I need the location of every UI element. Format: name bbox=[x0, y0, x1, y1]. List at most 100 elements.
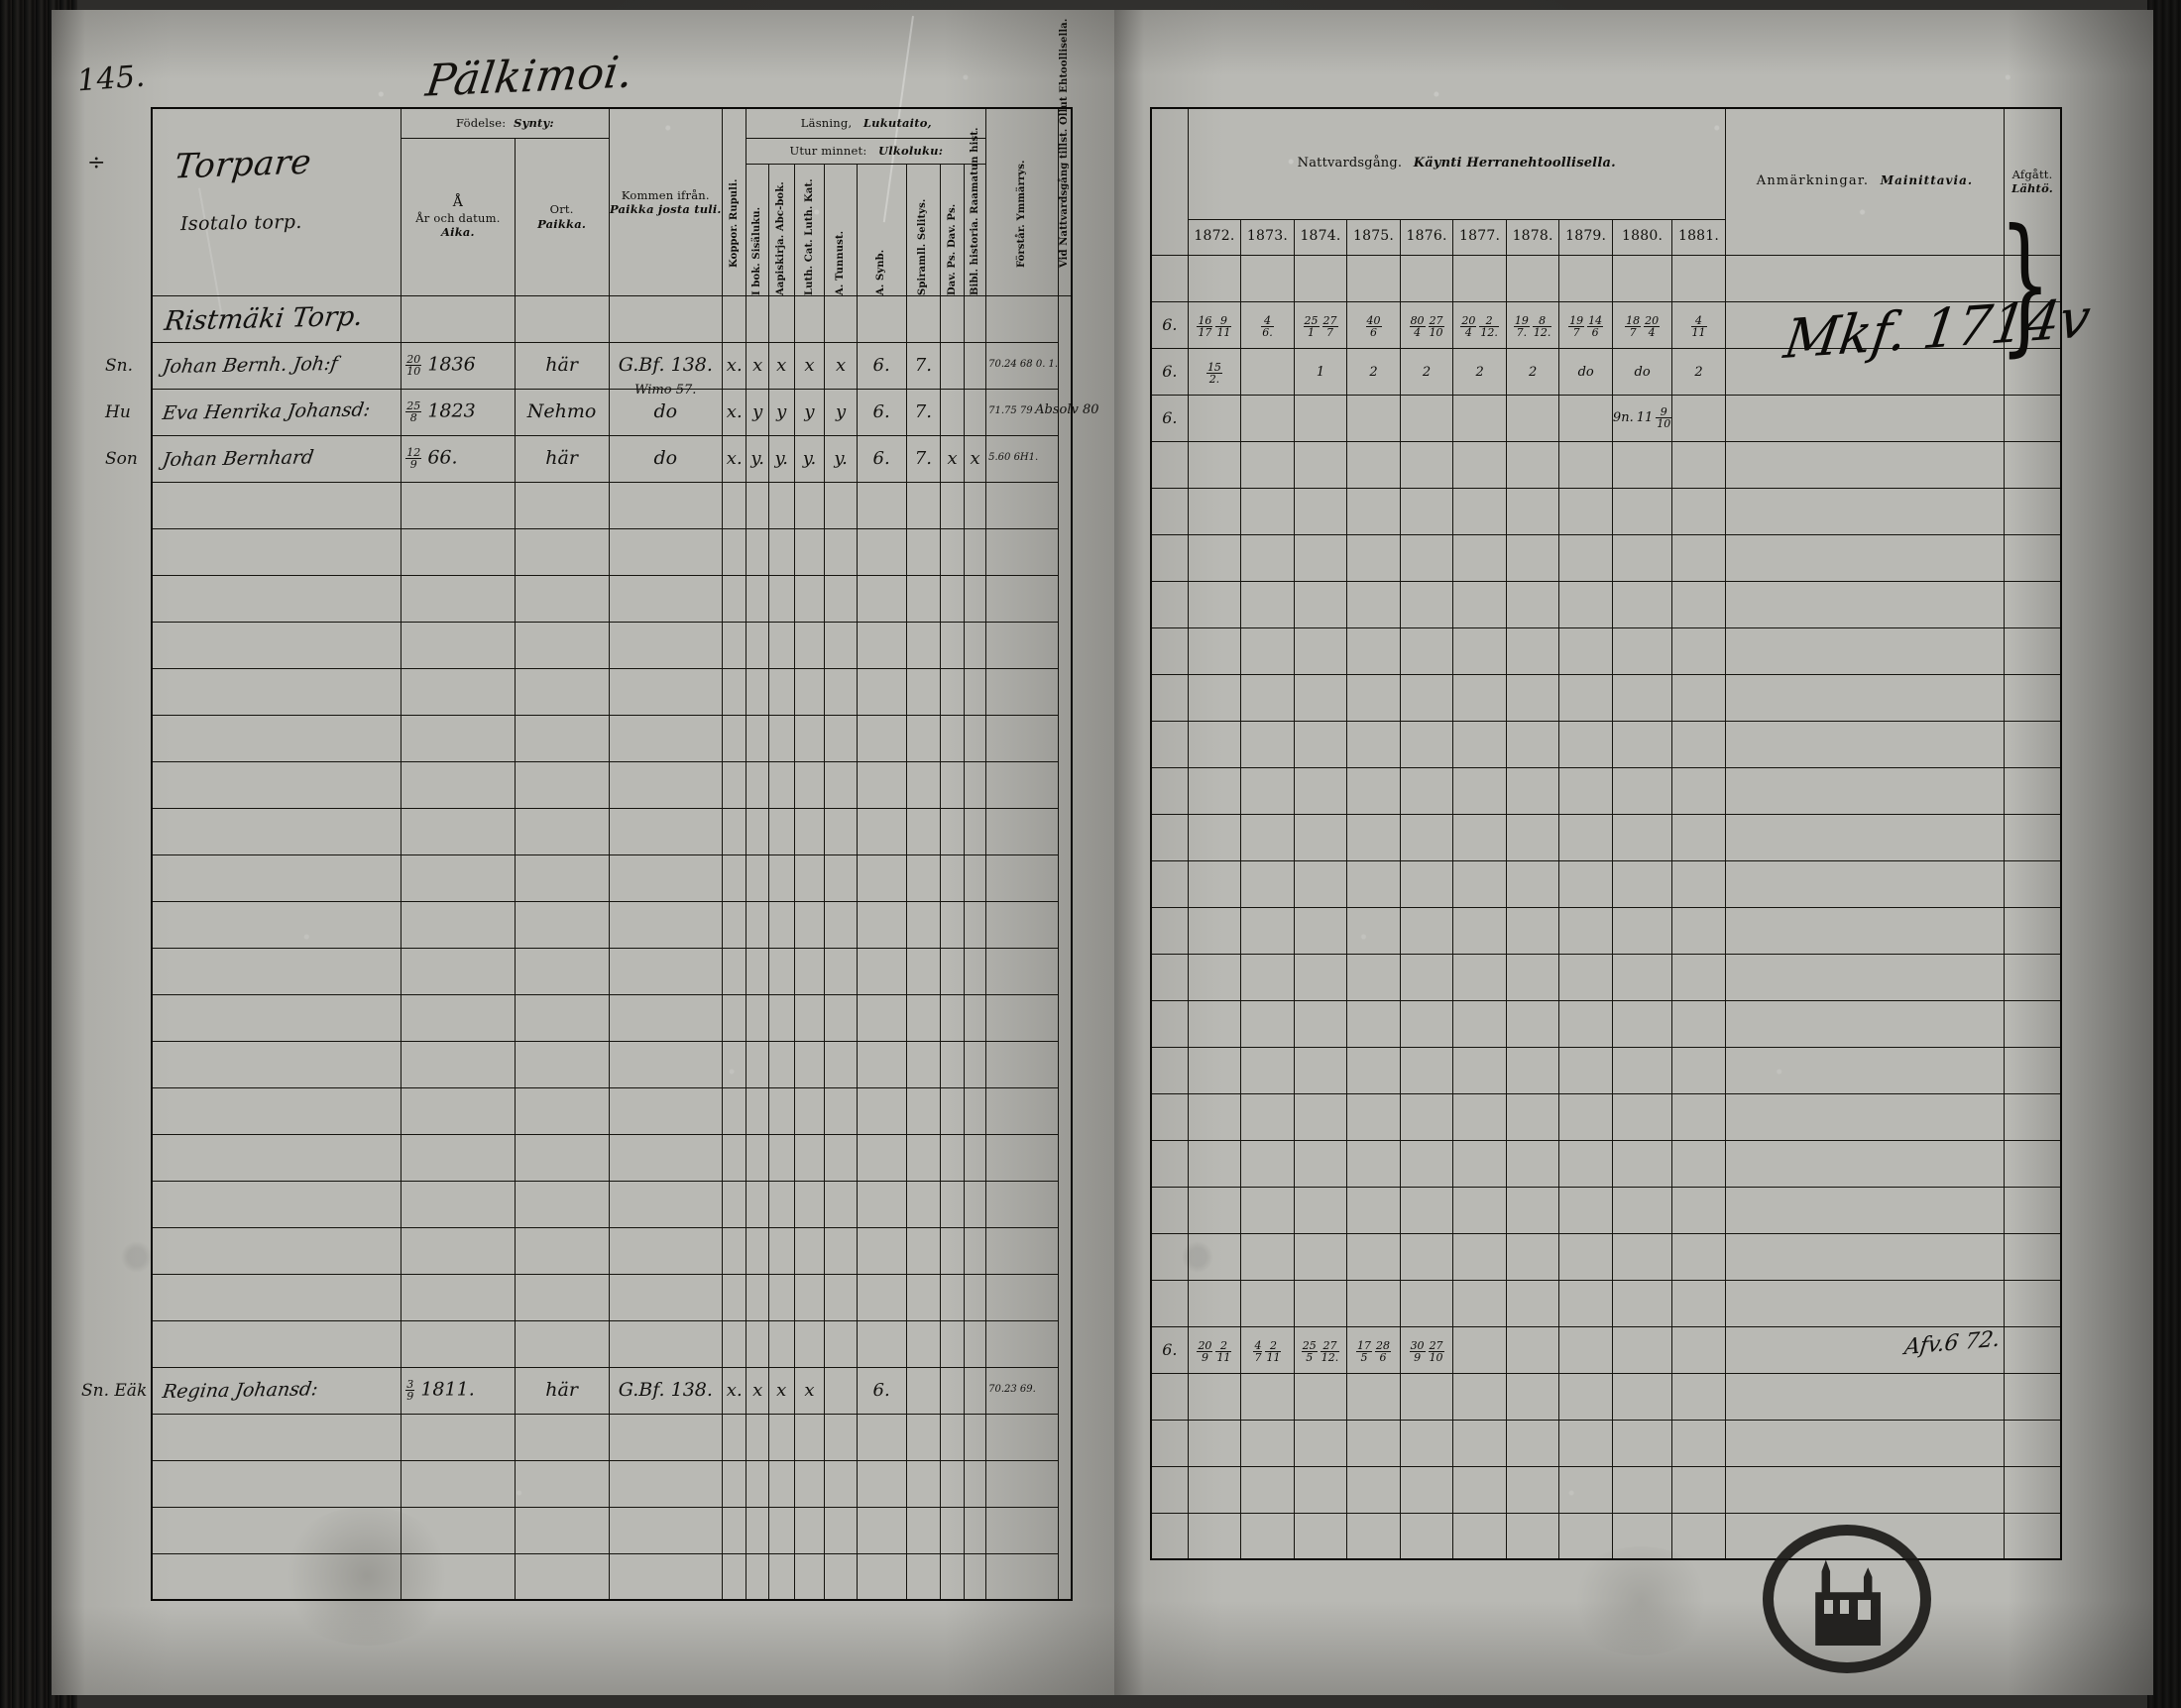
person-name: Johan Bernh. Joh:f bbox=[161, 352, 340, 379]
attended-communion-cell: 5.60 6H1. bbox=[985, 434, 1060, 483]
empty-cell bbox=[1671, 1372, 1726, 1421]
departed-cell bbox=[2004, 347, 2062, 396]
year-header-1877: 1877. bbox=[1452, 218, 1507, 256]
empty-cell bbox=[1187, 440, 1242, 489]
left-register-table: Torpare Isotalo torp. Födelse: Synty: Ko… bbox=[81, 18, 1099, 1601]
reading-value-cell: 6. bbox=[856, 1366, 907, 1415]
empty-cell bbox=[940, 1226, 965, 1275]
empty-cell bbox=[1611, 813, 1673, 861]
empty-cell bbox=[608, 1086, 724, 1135]
year-header-1874: 1874. bbox=[1293, 218, 1348, 256]
smallpox-cell: x. bbox=[721, 388, 747, 436]
empty-cell bbox=[608, 527, 724, 576]
person-name-cell: Sn. Eäk Regina Johansd: bbox=[81, 1366, 402, 1415]
left-table-body: Ristmäki Torp. Sn. Johan Bernh. Joh:f 20 10 … bbox=[81, 294, 1099, 1601]
communion-year-cell: 4 11 bbox=[1671, 300, 1726, 349]
communion-year-cell: do bbox=[1558, 347, 1613, 396]
empty-cell bbox=[1240, 533, 1295, 582]
empty-cell bbox=[985, 574, 1060, 623]
empty-cell bbox=[1150, 1372, 1189, 1421]
empty-table-row bbox=[1150, 580, 2062, 628]
empty-cell bbox=[1452, 1046, 1507, 1094]
empty-cell bbox=[963, 667, 987, 716]
empty-cell bbox=[963, 1040, 987, 1088]
empty-cell bbox=[514, 1180, 610, 1228]
empty-cell bbox=[1399, 859, 1454, 908]
empty-cell bbox=[514, 807, 610, 855]
empty-cell bbox=[1452, 254, 1507, 302]
empty-table-row bbox=[151, 1226, 1072, 1275]
empty-cell bbox=[940, 900, 965, 949]
empty-cell bbox=[767, 667, 795, 716]
empty-cell bbox=[1505, 440, 1560, 489]
by-memory-header: Utur minnet: Ulkoluku: bbox=[746, 137, 987, 165]
empty-cell bbox=[151, 1273, 402, 1321]
notes-column-header: Anmärkningar. Mainittavia. bbox=[1724, 107, 2006, 256]
empty-cell bbox=[1240, 1465, 1295, 1514]
empty-cell bbox=[401, 993, 516, 1042]
empty-cell bbox=[1150, 1512, 1189, 1560]
empty-cell bbox=[824, 1040, 858, 1088]
empty-cell bbox=[767, 1040, 795, 1088]
empty-cell bbox=[905, 993, 942, 1042]
empty-cell bbox=[1399, 720, 1454, 768]
empty-cell bbox=[1346, 673, 1401, 722]
empty-cell bbox=[514, 481, 610, 529]
empty-cell bbox=[767, 714, 795, 762]
empty-cell bbox=[1558, 1092, 1613, 1141]
relation-prefix: Hu bbox=[105, 401, 131, 422]
reading-mark-cell: x bbox=[767, 341, 795, 390]
stamp-window bbox=[1840, 1600, 1849, 1614]
communion-year-cell: 25 1 27 7 bbox=[1293, 300, 1348, 349]
notes-annotation: Afv.6 72. bbox=[1902, 1325, 2002, 1360]
empty-cell bbox=[1724, 999, 2006, 1048]
empty-table-row bbox=[151, 1506, 1072, 1554]
empty-cell bbox=[1293, 1419, 1348, 1467]
empty-cell bbox=[2004, 953, 2062, 1001]
empty-cell bbox=[608, 1180, 724, 1228]
attended-communion-cell: 70.24 68 0. 1. bbox=[985, 341, 1060, 390]
empty-cell bbox=[401, 294, 516, 343]
empty-cell bbox=[824, 527, 858, 576]
communion-year-cell: 15 2. bbox=[1187, 347, 1242, 396]
reading-extra-cell bbox=[940, 388, 965, 436]
empty-cell bbox=[1671, 859, 1726, 908]
empty-cell bbox=[2004, 487, 2062, 535]
empty-cell bbox=[2004, 906, 2062, 955]
empty-cell bbox=[1293, 720, 1348, 768]
empty-cell bbox=[985, 993, 1060, 1042]
empty-cell bbox=[1505, 1465, 1560, 1514]
empty-cell bbox=[856, 481, 907, 529]
empty-cell bbox=[1452, 859, 1507, 908]
empty-cell bbox=[1558, 1372, 1613, 1421]
empty-cell bbox=[1611, 999, 1673, 1048]
empty-cell bbox=[985, 527, 1060, 576]
empty-cell bbox=[905, 481, 942, 529]
empty-cell bbox=[856, 621, 907, 669]
empty-cell bbox=[856, 1506, 907, 1554]
communion-year-cell: 80 4 27 10 bbox=[1399, 300, 1454, 349]
communion-year-cell: 40 6 bbox=[1346, 300, 1401, 349]
empty-cell bbox=[905, 294, 942, 343]
empty-cell bbox=[905, 714, 942, 762]
empty-cell bbox=[940, 1506, 965, 1554]
empty-cell bbox=[608, 1459, 724, 1508]
empty-cell bbox=[1558, 254, 1613, 302]
empty-cell bbox=[151, 1552, 402, 1601]
empty-cell bbox=[151, 760, 402, 809]
empty-cell bbox=[963, 993, 987, 1042]
communion-lead-cell: 6. bbox=[1150, 1325, 1189, 1374]
empty-cell bbox=[1399, 766, 1454, 815]
empty-cell bbox=[793, 621, 826, 669]
empty-cell bbox=[1671, 906, 1726, 955]
empty-cell bbox=[824, 807, 858, 855]
empty-cell bbox=[1240, 999, 1295, 1048]
empty-cell bbox=[1240, 673, 1295, 722]
empty-cell bbox=[1724, 1046, 2006, 1094]
empty-cell bbox=[1187, 626, 1242, 675]
empty-cell bbox=[1452, 580, 1507, 628]
empty-cell bbox=[793, 1086, 826, 1135]
empty-table-row bbox=[151, 527, 1072, 576]
empty-cell bbox=[985, 1273, 1060, 1321]
empty-cell bbox=[1611, 953, 1673, 1001]
